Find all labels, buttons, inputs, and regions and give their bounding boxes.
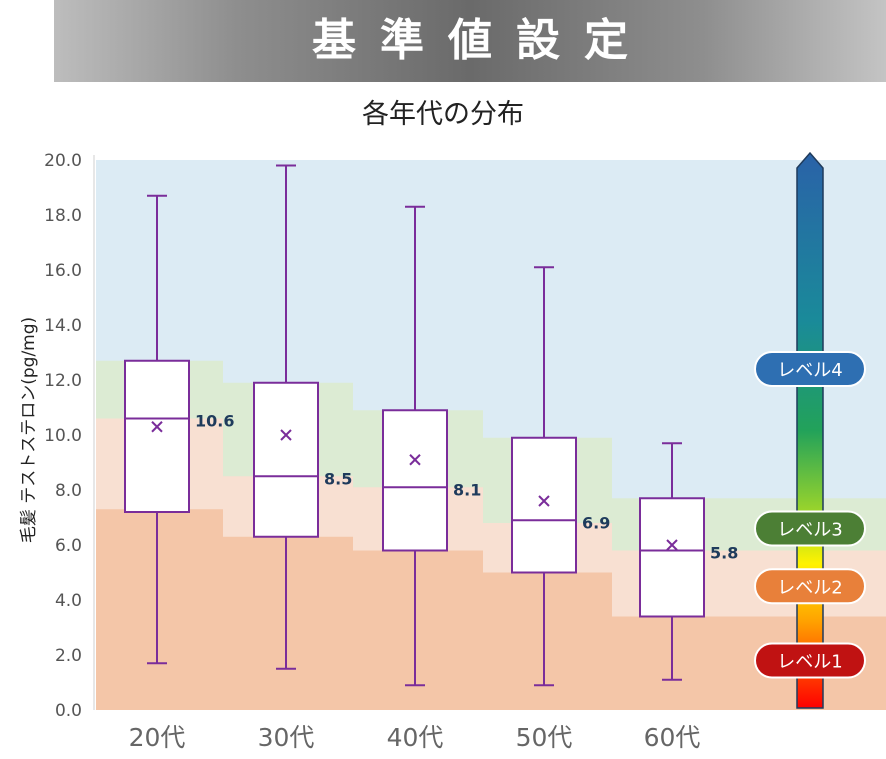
level-pill bbox=[754, 510, 866, 547]
median-label: 8.5 bbox=[324, 469, 352, 488]
median-label: 6.9 bbox=[582, 513, 610, 532]
x-tick-label: 20代 bbox=[129, 723, 186, 752]
x-tick-label: 30代 bbox=[258, 723, 315, 752]
level-gradient-arrow bbox=[796, 151, 824, 709]
y-tick-label: 20.0 bbox=[44, 151, 82, 171]
y-axis-ticks: 0.0 2.0 4.0 6.0 8.0 10.0 12.0 14.0 16.0 18.0 20.0 bbox=[44, 151, 82, 721]
level-badge: レベル4 bbox=[754, 351, 866, 387]
y-tick-label: 14.0 bbox=[44, 316, 82, 336]
box-50代: 6.9 bbox=[511, 266, 610, 687]
y-tick-label: 0.0 bbox=[55, 701, 82, 721]
chart-title: 各年代の分布 bbox=[362, 99, 524, 130]
y-tick-label: 18.0 bbox=[44, 206, 82, 226]
y-tick-label: 10.0 bbox=[44, 426, 82, 446]
level-label: レベル3 bbox=[777, 520, 842, 541]
box-20代: 10.6 bbox=[124, 194, 234, 665]
mean-marker bbox=[666, 539, 678, 551]
x-tick-label: 60代 bbox=[644, 723, 701, 752]
level-badge: レベル1 bbox=[754, 642, 866, 679]
title-banner: 基準値設定 bbox=[54, 0, 886, 82]
level-pill bbox=[754, 351, 866, 387]
median-label: 10.6 bbox=[195, 412, 234, 431]
y-tick-label: 6.0 bbox=[55, 536, 82, 556]
level-pill bbox=[754, 642, 866, 679]
iqr-box bbox=[253, 381, 319, 538]
x-axis-ticks: 20代 30代 40代 50代 60代 bbox=[129, 723, 701, 752]
box-60代: 5.8 bbox=[639, 442, 738, 681]
level-label: レベル2 bbox=[777, 577, 842, 598]
y-tick-label: 8.0 bbox=[55, 481, 82, 501]
box-group: 10.6 8.5 8.1 6.9 5.8 bbox=[124, 164, 738, 687]
mean-marker bbox=[280, 429, 292, 441]
iqr-box bbox=[639, 497, 705, 618]
mean-marker bbox=[538, 495, 550, 507]
x-tick-label: 40代 bbox=[387, 723, 444, 752]
level-label: レベル1 bbox=[777, 652, 842, 673]
y-tick-label: 4.0 bbox=[55, 591, 82, 611]
iqr-box bbox=[382, 409, 448, 552]
level-badge: レベル2 bbox=[754, 568, 866, 605]
band-1 bbox=[96, 509, 886, 710]
box-30代: 8.5 bbox=[253, 164, 352, 670]
level-badge: レベル3 bbox=[754, 510, 866, 547]
box-40代: 8.1 bbox=[382, 205, 481, 687]
median-label: 8.1 bbox=[453, 480, 481, 499]
y-tick-label: 12.0 bbox=[44, 371, 82, 391]
mean-marker bbox=[409, 454, 421, 466]
page-title: 基準値設定 bbox=[312, 15, 652, 66]
level-pill bbox=[754, 568, 866, 605]
level-bands bbox=[96, 160, 886, 710]
level-label: レベル4 bbox=[777, 360, 842, 381]
x-tick-label: 50代 bbox=[516, 723, 573, 752]
iqr-box bbox=[124, 359, 190, 513]
y-tick-label: 16.0 bbox=[44, 261, 82, 281]
level-scale: レベル4 レベル3 レベル2 レベル1 bbox=[754, 151, 866, 709]
y-tick-label: 2.0 bbox=[55, 646, 82, 666]
iqr-box bbox=[511, 436, 577, 574]
median-label: 5.8 bbox=[710, 544, 738, 563]
mean-marker bbox=[151, 421, 163, 433]
